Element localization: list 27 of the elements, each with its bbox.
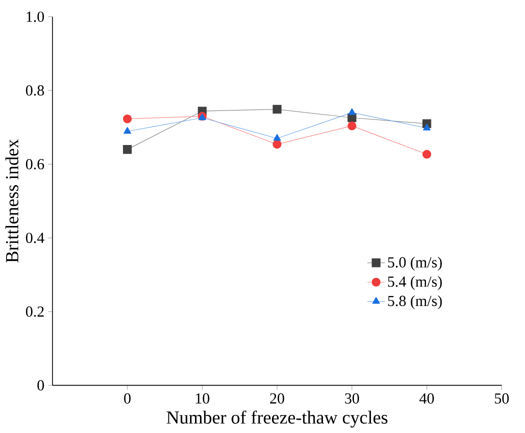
y-tick-label: 0.8 xyxy=(26,85,44,96)
point xyxy=(422,150,432,159)
y-tick-label: 0.4 xyxy=(26,232,44,244)
point xyxy=(122,114,132,124)
x-tick-label: 0 xyxy=(124,393,131,404)
y-axis-title: Brittleness index xyxy=(5,139,18,263)
point xyxy=(124,127,132,134)
x-tick-label: 20 xyxy=(270,393,284,404)
legend-label: 5.4 (m/s) xyxy=(388,276,442,290)
point xyxy=(348,121,356,130)
legend-label: 5.0 (m/s) xyxy=(388,256,442,271)
point xyxy=(348,108,356,115)
point xyxy=(422,124,431,130)
point xyxy=(122,145,132,154)
point xyxy=(272,140,282,149)
point xyxy=(273,134,281,141)
x-tick-label: 40 xyxy=(419,393,434,404)
y-tick-label: 1.0 xyxy=(26,12,44,22)
y-tick-label: 0 xyxy=(37,380,44,390)
x-tick-label: 50 xyxy=(494,393,509,404)
x-axis-title: Number of freeze-thaw cycles xyxy=(166,410,388,428)
x-tick-label: 30 xyxy=(345,393,360,404)
legend-label: 5.8 (m/s) xyxy=(388,295,442,310)
point xyxy=(272,104,282,114)
y-tick-label: 0.6 xyxy=(26,159,44,170)
y-tick-label: 0.2 xyxy=(26,306,44,317)
x-tick-label: 10 xyxy=(196,393,210,404)
